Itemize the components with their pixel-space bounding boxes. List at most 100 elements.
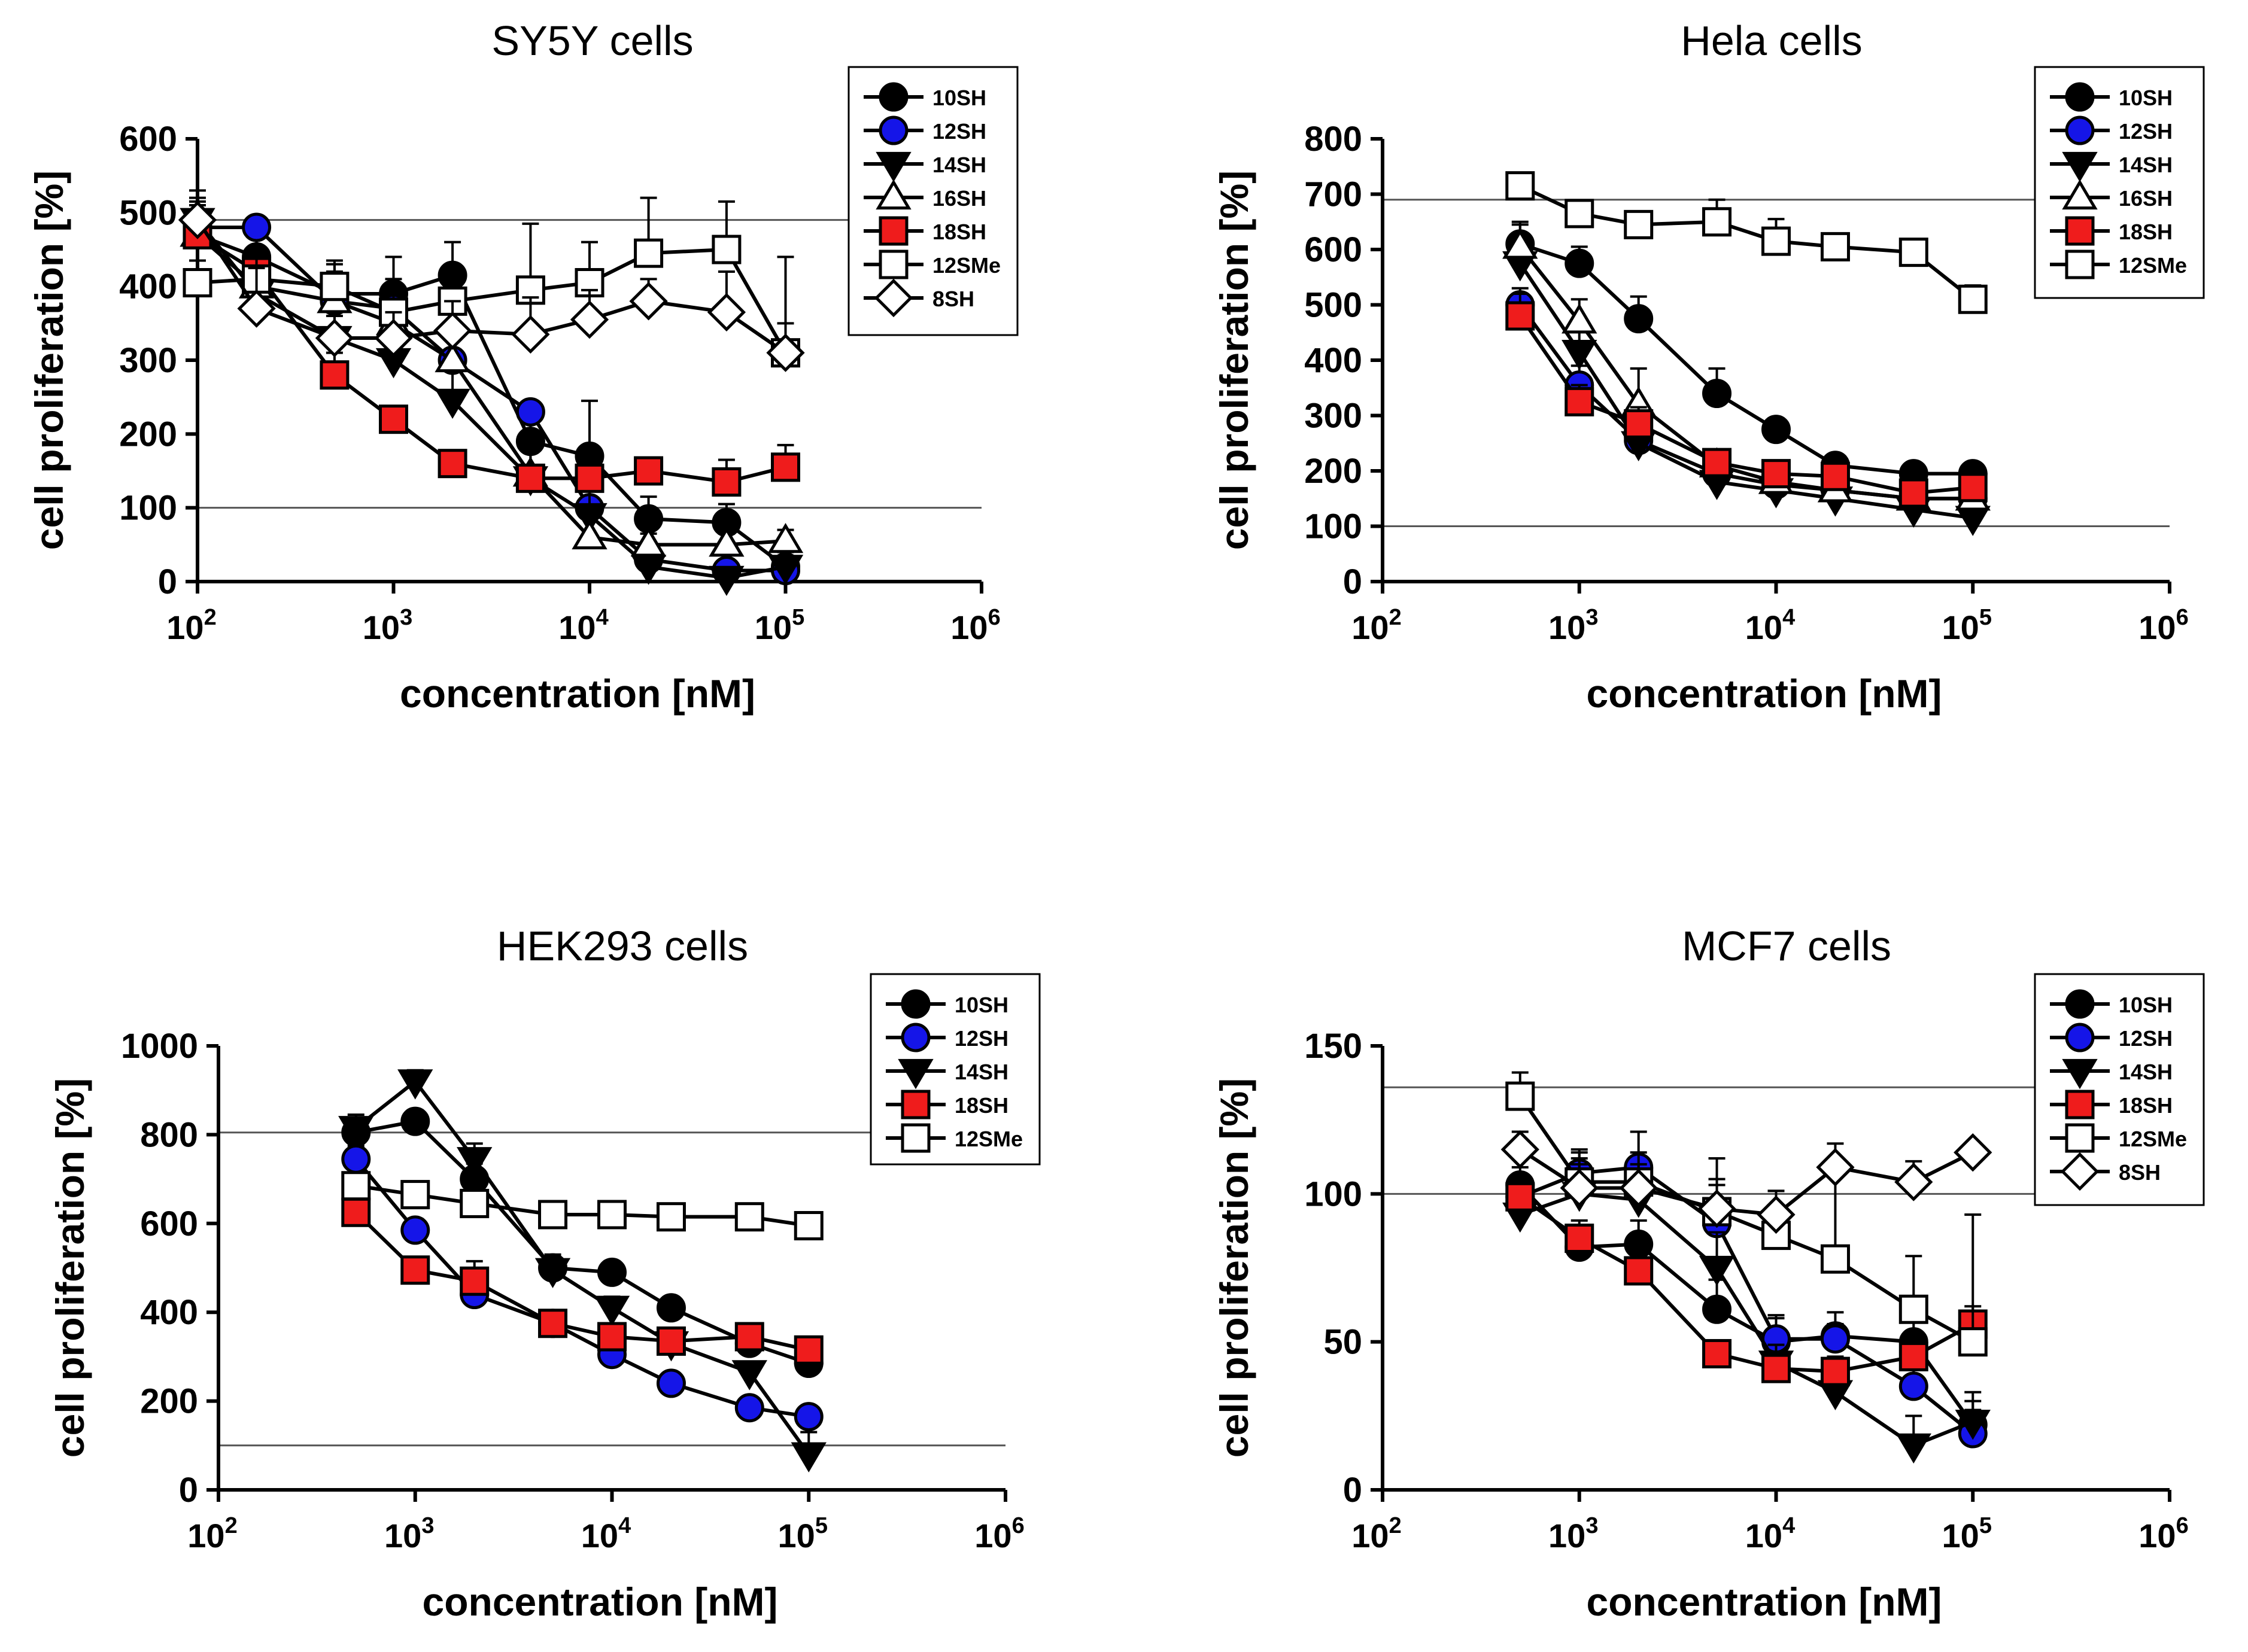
series-line (197, 247, 788, 354)
legend-entry: 12SMe (2050, 250, 2187, 279)
y-tick-label: 800 (140, 1115, 198, 1154)
legend-entry: 8SH (864, 278, 974, 318)
data-point (1816, 1148, 1855, 1186)
data-point (1562, 303, 1597, 334)
data-point (538, 1200, 568, 1230)
data-point (794, 1335, 824, 1365)
legend-entry: 10SH (886, 989, 1008, 1019)
data-point (400, 1180, 430, 1210)
legend-entry: 12SH (2050, 1023, 2173, 1052)
data-point (1954, 1133, 1992, 1172)
y-tick-label: 0 (1343, 562, 1362, 601)
legend-marker (901, 1123, 931, 1153)
legend-box (847, 66, 1019, 336)
x-tick-exponent: 2 (225, 1513, 238, 1538)
x-tick-base: 10 (950, 609, 988, 646)
series-12SH (341, 1144, 824, 1432)
y-tick-label: 700 (1304, 175, 1362, 214)
x-axis-label: concentration [nM] (423, 1580, 778, 1624)
data-point (1500, 1130, 1539, 1169)
series-line (196, 219, 787, 355)
legend-label: 10SH (2119, 993, 2173, 1017)
legend-label: 16SH (2119, 186, 2173, 211)
legend-label: 8SH (2119, 1160, 2161, 1185)
y-axis-label: cell proliferation [%] (27, 171, 71, 550)
y-tick-label: 200 (119, 415, 177, 454)
legend-entry: 10SH (2050, 82, 2173, 112)
data-point (570, 300, 609, 339)
legend-label: 18SH (2119, 1093, 2173, 1118)
data-point (1820, 1324, 1850, 1354)
legend-box (2034, 66, 2205, 299)
legend: 10SH 12SH 14SH 16SH 18SH 12SMe 8SH (847, 66, 1019, 336)
series-18SH (1505, 293, 1988, 508)
y-tick-label: 300 (119, 341, 177, 380)
y-tick-label: 600 (119, 120, 177, 159)
legend-label: 14SH (955, 1060, 1008, 1084)
legend-entry: 14SH (886, 1058, 1008, 1090)
legend-label: 8SH (932, 287, 974, 311)
x-tick-exponent: 6 (2176, 1513, 2189, 1538)
x-tick-exponent: 3 (400, 605, 412, 630)
data-point (597, 1257, 627, 1287)
legend-label: 10SH (2119, 86, 2173, 110)
data-point (1702, 448, 1732, 477)
y-tick-label: 100 (1304, 507, 1362, 546)
data-point (1761, 1353, 1791, 1383)
legend-marker (2062, 151, 2098, 182)
legend-label: 16SH (932, 186, 986, 211)
y-tick-label: 500 (119, 193, 177, 232)
data-point (791, 1442, 827, 1472)
legend-entry: 12SH (2050, 115, 2173, 145)
legend-entry: 10SH (2050, 989, 2173, 1019)
series-line (196, 233, 786, 547)
legend-entry: 12SMe (864, 250, 1001, 279)
y-tick-label: 800 (1304, 120, 1362, 159)
x-tick-exponent: 4 (1782, 1513, 1795, 1538)
legend-marker (2065, 216, 2095, 246)
legend-label: 18SH (955, 1093, 1008, 1118)
y-tick-label: 400 (140, 1293, 198, 1332)
x-tick-base: 10 (2138, 1517, 2176, 1554)
data-point (1697, 1189, 1736, 1228)
y-tick-label: 50 (1323, 1323, 1362, 1362)
x-axis-label: concentration [nM] (1587, 671, 1942, 716)
legend-entry: 18SH (2050, 1090, 2173, 1119)
series-line (198, 226, 786, 573)
data-point (734, 1322, 764, 1352)
data-point (1505, 1081, 1535, 1111)
x-tick-label: 105 (1942, 605, 1992, 646)
x-tick-exponent: 2 (204, 605, 217, 630)
y-tick-label: 600 (140, 1204, 198, 1243)
legend-label: 18SH (932, 220, 986, 244)
y-tick-label: 200 (140, 1382, 198, 1421)
data-point (1898, 478, 1928, 508)
data-point (1894, 1163, 1933, 1201)
y-tick-label: 200 (1304, 452, 1362, 491)
series-10SH (183, 200, 800, 582)
legend-marker (2065, 1123, 2095, 1153)
legend-entry: 12SMe (886, 1123, 1023, 1153)
legend-label: 14SH (2119, 1060, 2173, 1084)
legend-label: 18SH (2119, 220, 2173, 244)
x-tick-exponent: 6 (1012, 1513, 1025, 1538)
data-point (438, 449, 467, 479)
data-point (1562, 340, 1597, 370)
chart-title: MCF7 cells (1682, 923, 1891, 969)
data-point (400, 1255, 430, 1285)
x-tick-exponent: 2 (1389, 1513, 1402, 1538)
legend-marker (2060, 1152, 2100, 1191)
data-point (400, 1106, 430, 1136)
data-point (1955, 1410, 1991, 1440)
data-point (341, 1171, 371, 1201)
y-tick-label: 0 (158, 562, 177, 601)
data-point (460, 1188, 490, 1218)
data-point (315, 318, 354, 358)
x-tick-base: 10 (558, 609, 596, 646)
x-axis-label: concentration [nM] (400, 671, 755, 716)
data-point (634, 238, 664, 268)
